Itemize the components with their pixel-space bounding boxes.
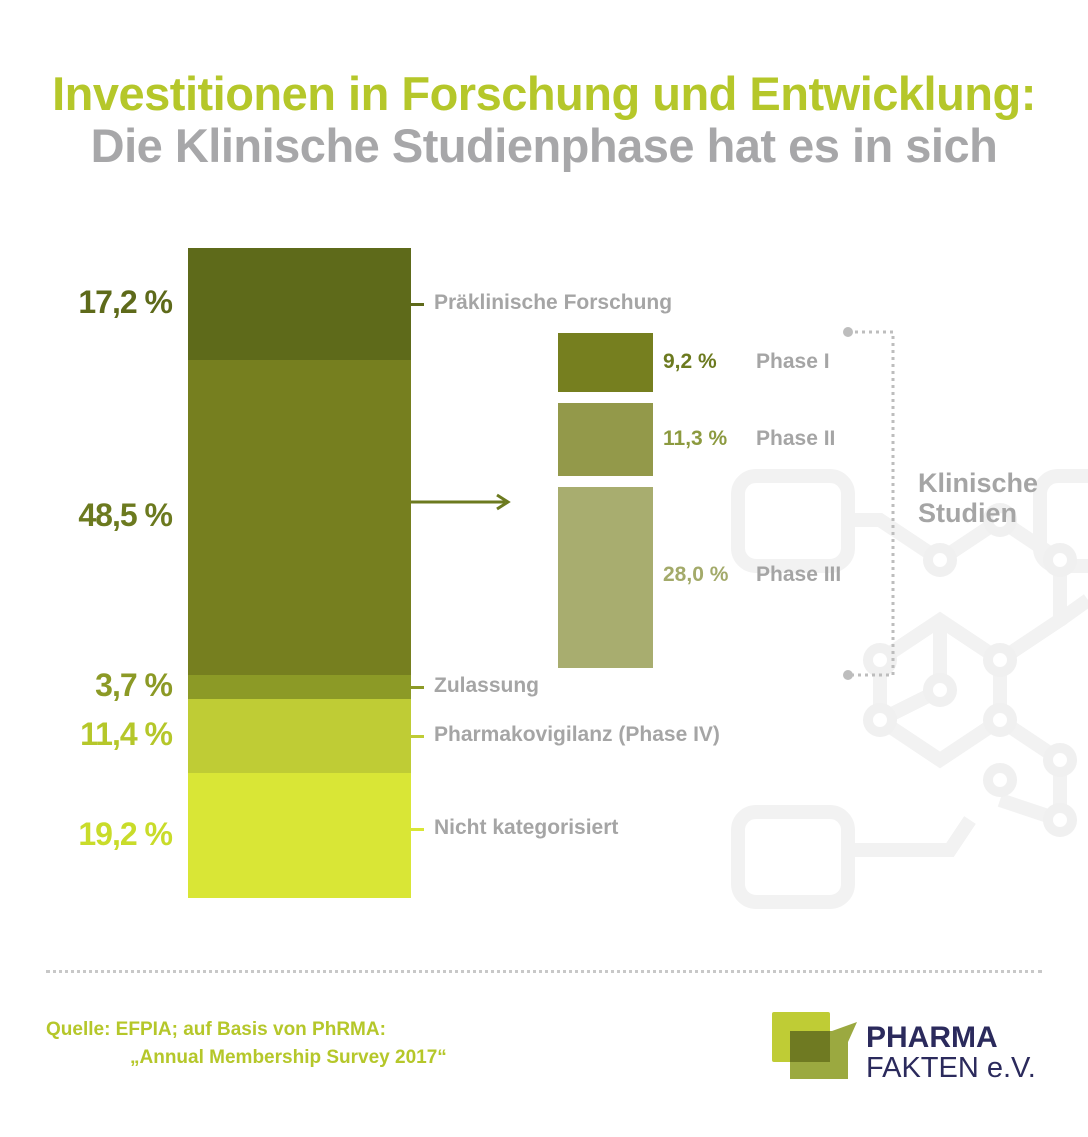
main-bar-segment bbox=[188, 699, 411, 774]
bracket-dotted-line bbox=[843, 327, 895, 680]
main-value-label: 19,2 % bbox=[78, 815, 173, 852]
group-label-line-1: Klinische bbox=[918, 468, 1039, 498]
main-category-label: Präklinische Forschung bbox=[434, 290, 673, 314]
main-value-label: 11,4 % bbox=[80, 716, 173, 753]
main-bar-segment bbox=[188, 773, 411, 898]
phase-value-label: 9,2 % bbox=[663, 349, 717, 373]
phase-category-label: Phase III bbox=[756, 562, 842, 586]
main-bar-segment bbox=[188, 359, 411, 676]
divider bbox=[46, 970, 1042, 973]
group-label-line-2: Studien bbox=[918, 498, 1017, 528]
title-line-1: Investitionen in Forschung und Entwicklu… bbox=[52, 67, 1036, 120]
pharma-fakten-logo-icon bbox=[772, 1012, 857, 1079]
phase-bar-segment bbox=[558, 487, 653, 668]
source-line-1: Quelle: EFPIA; auf Basis von PhRMA: bbox=[46, 1019, 386, 1040]
main-value-label: 3,7 % bbox=[95, 667, 173, 704]
logo-text-fakten: FAKTEN e.V. bbox=[866, 1052, 1036, 1084]
source-line-2: „Annual Membership Survey 2017“ bbox=[130, 1047, 447, 1068]
logo-text-pharma: PHARMA bbox=[866, 1021, 998, 1054]
main-bar-segment bbox=[188, 248, 411, 360]
arrow-right-icon bbox=[411, 493, 511, 511]
main-category-label: Nicht kategorisiert bbox=[434, 816, 619, 840]
label-tick bbox=[411, 735, 424, 739]
main-category-label: Pharmakovigilanz (Phase IV) bbox=[434, 723, 720, 747]
main-category-label: Zulassung bbox=[434, 674, 540, 698]
label-tick bbox=[411, 828, 424, 832]
clinical-studies-label: Klinische Studien bbox=[918, 468, 1038, 528]
phase-bar-segment bbox=[558, 333, 653, 393]
main-bar-segment bbox=[188, 675, 411, 700]
main-value-label: 48,5 % bbox=[78, 497, 173, 534]
phase-bar-segment bbox=[558, 403, 653, 477]
main-value-label: 17,2 % bbox=[78, 283, 173, 320]
phase-value-label: 11,3 % bbox=[663, 426, 728, 450]
phase-category-label: Phase II bbox=[756, 426, 836, 450]
title-line-2: Die Klinische Studienphase hat es in sic… bbox=[90, 119, 998, 172]
label-tick bbox=[411, 686, 424, 690]
phase-value-label: 28,0 % bbox=[663, 562, 729, 586]
label-tick bbox=[411, 302, 424, 306]
phase-category-label: Phase I bbox=[756, 349, 830, 373]
